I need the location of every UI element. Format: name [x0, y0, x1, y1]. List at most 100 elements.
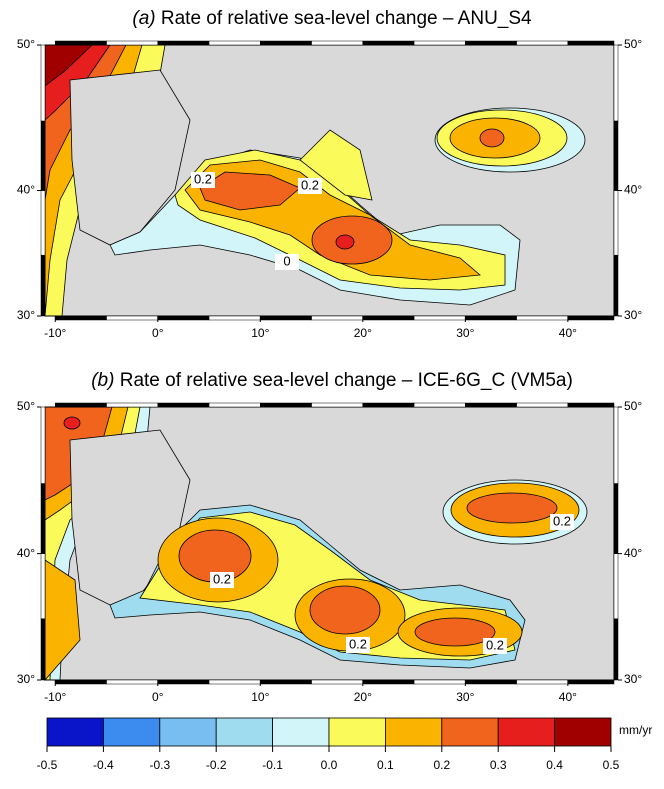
- colorbar-label: 0.1: [377, 758, 394, 772]
- frame-bar: [311, 315, 364, 321]
- frame-bar: [516, 315, 569, 321]
- frame-bar: [413, 40, 466, 46]
- frame-bar: [362, 679, 415, 685]
- contour-label: 0.2: [213, 571, 231, 586]
- lon-tick-label: 40°: [559, 690, 577, 704]
- frame-bar: [55, 40, 107, 46]
- lon-tick-label: 10°: [251, 326, 269, 340]
- contour-region: [63, 416, 81, 430]
- frame-bar: [260, 679, 312, 685]
- frame-bar: [40, 44, 46, 122]
- map: (b) Rate of relative sea-level change – …: [17, 370, 643, 704]
- lon-tick-label: 40°: [559, 326, 577, 340]
- frame-bar: [208, 40, 261, 46]
- frame-bar: [465, 402, 517, 408]
- lon-tick-label: 30°: [456, 326, 474, 340]
- frame-bar: [567, 402, 615, 408]
- colorbar-bin: [215, 717, 273, 747]
- contour-region: [199, 171, 301, 211]
- lat-tick-label: 50°: [624, 399, 642, 413]
- frame-bar: [260, 402, 312, 408]
- frame-bar: [157, 40, 210, 46]
- lat-tick-label: 40°: [17, 183, 35, 197]
- frame-bar: [567, 40, 615, 46]
- frame-bar: [516, 40, 569, 46]
- lon-tick-label: 20°: [354, 690, 372, 704]
- frame-bar: [55, 315, 107, 321]
- frame-bar: [362, 402, 415, 408]
- lat-tick-label: 50°: [17, 399, 35, 413]
- contour-label-bg: [191, 172, 215, 188]
- frame-bar: [311, 402, 364, 408]
- colorbar-bin: [46, 717, 104, 747]
- map-title: (a) Rate of relative sea-level change – …: [132, 8, 532, 29]
- lon-tick-label: 20°: [354, 326, 372, 340]
- colorbar-label: 0.5: [603, 758, 620, 772]
- frame-bar: [465, 315, 517, 321]
- contour-label: 0.2: [486, 637, 504, 652]
- lon-tick-label: 0°: [152, 326, 164, 340]
- contour-region: [414, 617, 496, 647]
- map-title: (b) Rate of relative sea-level change – …: [91, 370, 573, 391]
- frame-bar: [613, 254, 619, 317]
- contour-label-bg: [298, 178, 322, 194]
- frame-bar: [260, 40, 312, 46]
- map-label: (b): [91, 370, 114, 391]
- contour-region: [335, 234, 355, 250]
- frame-bar: [106, 679, 159, 685]
- lat-tick-label: 50°: [624, 37, 642, 51]
- colorbar-bin: [159, 717, 217, 747]
- frame-bar: [413, 315, 466, 321]
- colorbar-bin: [103, 717, 161, 747]
- contour-label: 0.2: [553, 513, 571, 528]
- frame-bar: [40, 406, 46, 484]
- frame-bar: [465, 679, 517, 685]
- frame-bar: [157, 315, 210, 321]
- contour-label: 0.2: [301, 177, 319, 192]
- frame-bar: [613, 483, 619, 554]
- lat-tick-label: 50°: [17, 37, 35, 51]
- frame-bar: [516, 402, 569, 408]
- frame-bar: [613, 406, 619, 484]
- frame-bar: [157, 679, 210, 685]
- frame-bar: [40, 120, 46, 191]
- lat-tick-label: 30°: [624, 308, 642, 322]
- frame-bar: [106, 315, 159, 321]
- contour-label-bg: [550, 514, 574, 530]
- frame-bar: [40, 618, 46, 681]
- colorbar-label: -0.2: [206, 758, 227, 772]
- frame-bar: [311, 40, 364, 46]
- frame-bar: [413, 679, 466, 685]
- colorbar-bin: [441, 717, 499, 747]
- frame-bar: [613, 44, 619, 122]
- colorbar-bin: [328, 717, 386, 747]
- frame-bar: [613, 618, 619, 681]
- colorbar-label: -0.3: [149, 758, 170, 772]
- colorbar-bin: [384, 717, 443, 747]
- colorbar-bin: [554, 717, 612, 747]
- colorbar-bin: [497, 717, 556, 747]
- frame-bar: [613, 120, 619, 191]
- frame-bar: [413, 402, 466, 408]
- colorbar-label: -0.4: [93, 758, 114, 772]
- frame-bar: [260, 315, 312, 321]
- contour-label: 0.2: [194, 171, 212, 186]
- lat-tick-label: 40°: [624, 546, 642, 560]
- frame-bar: [208, 402, 261, 408]
- frame-bar: [516, 679, 569, 685]
- map: (a) Rate of relative sea-level change – …: [17, 8, 643, 340]
- contour-label-bg: [275, 254, 299, 270]
- frame-bar: [40, 553, 46, 619]
- frame-bar: [55, 402, 107, 408]
- colorbar-label: -0.5: [37, 758, 58, 772]
- contour-label: 0: [283, 253, 290, 268]
- contour-label-bg: [346, 637, 370, 653]
- lat-tick-label: 40°: [17, 546, 35, 560]
- frame-bar: [106, 40, 159, 46]
- lon-tick-label: 10°: [251, 690, 269, 704]
- contour-region: [309, 585, 381, 635]
- frame-bar: [208, 315, 261, 321]
- lat-tick-label: 30°: [17, 672, 35, 686]
- lon-tick-label: -10°: [44, 690, 66, 704]
